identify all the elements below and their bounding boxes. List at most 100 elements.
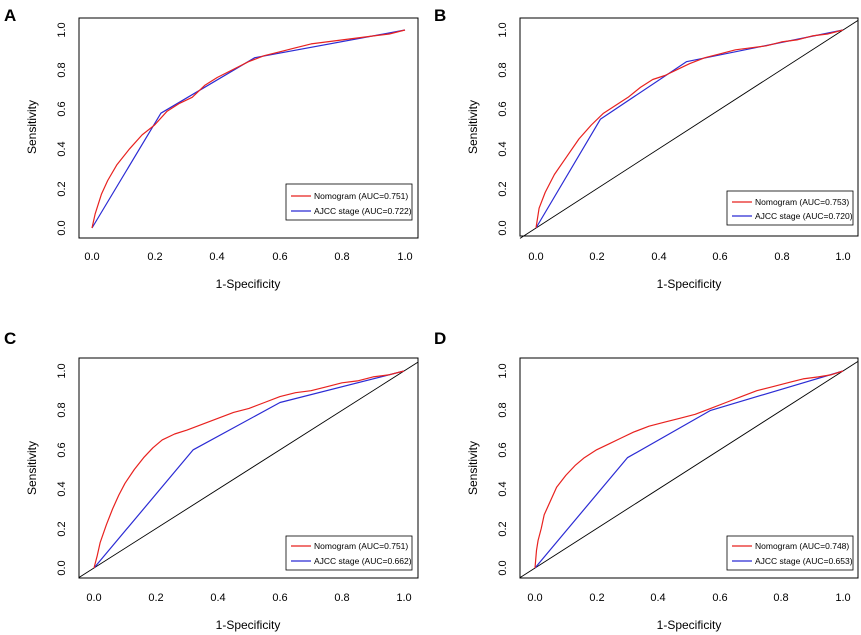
panel-c-letter: C bbox=[4, 329, 16, 348]
panel-c-xtick-2: 0.4 bbox=[210, 592, 225, 604]
panel-a-ajcc-line bbox=[91, 29, 406, 229]
panel-c: C 0.0 0.2 0.4 0.6 0.8 1.0 0.0 0.2 0.4 0.… bbox=[4, 329, 419, 632]
panel-c-nomogram-line bbox=[93, 370, 405, 569]
panel-b-y-ticks: 0.0 0.2 0.4 0.6 0.8 1.0 bbox=[497, 22, 509, 235]
panel-b-xtick-0: 0.0 bbox=[528, 251, 543, 263]
panel-c-diagonal-group bbox=[78, 361, 419, 578]
panel-a-ytick-0: 0.0 bbox=[56, 220, 68, 235]
panel-d-ytick-2: 0.4 bbox=[497, 481, 509, 496]
panel-d-xtick-3: 0.6 bbox=[712, 592, 727, 604]
panel-a-legend-box bbox=[285, 183, 413, 221]
panel-c-ytick-2: 0.4 bbox=[56, 481, 68, 496]
panel-d-legend: Nomogram (AUC=0.748) AJCC stage (AUC=0.6… bbox=[726, 535, 854, 571]
panel-c-ytick-4: 0.8 bbox=[56, 402, 68, 417]
panel-c-ytick-5: 1.0 bbox=[56, 363, 68, 378]
panel-d-diagonal-group bbox=[519, 361, 859, 578]
panel-d-plot-box bbox=[519, 357, 859, 579]
panel-b: B 0.0 0.2 0.4 0.6 0.8 1.0 0.0 0.2 0.4 0.… bbox=[434, 6, 859, 291]
panel-a-xtick-2: 0.4 bbox=[209, 251, 224, 263]
panel-b-ytick-3: 0.6 bbox=[497, 101, 509, 116]
panel-b-nomogram-line bbox=[535, 29, 844, 229]
panel-c-ytick-1: 0.2 bbox=[56, 521, 68, 536]
panel-d-nomogram-line bbox=[534, 370, 844, 569]
panel-b-letter: B bbox=[434, 6, 446, 25]
panel-b-ytick-0: 0.0 bbox=[497, 220, 509, 235]
panel-b-ylabel: Sensitivity bbox=[466, 100, 480, 154]
panel-a-x-ticks: 0.0 0.2 0.4 0.6 0.8 1.0 bbox=[84, 251, 412, 263]
panel-a-legend-ajcc: AJCC stage (AUC=0.722) bbox=[314, 206, 412, 216]
panel-d-ytick-0: 0.0 bbox=[497, 560, 509, 575]
panel-c-y-ticks: 0.0 0.2 0.4 0.6 0.8 1.0 bbox=[56, 363, 68, 575]
panel-c-legend-nomogram: Nomogram (AUC=0.751) bbox=[314, 541, 408, 551]
panel-d-diagonal-line bbox=[519, 361, 859, 578]
panel-b-xtick-1: 0.2 bbox=[589, 251, 604, 263]
panel-d-xtick-5: 1.0 bbox=[835, 592, 850, 604]
panel-c-ajcc-line bbox=[93, 370, 405, 569]
panel-a-ytick-1: 0.2 bbox=[56, 181, 68, 196]
panel-a-series-group bbox=[91, 29, 406, 229]
panel-a-xtick-0: 0.0 bbox=[84, 251, 99, 263]
panel-a-nomogram-line bbox=[91, 29, 406, 229]
panel-a-xtick-1: 0.2 bbox=[147, 251, 162, 263]
panel-d-xtick-1: 0.2 bbox=[589, 592, 604, 604]
panel-a-ytick-4: 0.8 bbox=[56, 62, 68, 77]
panel-b-ytick-1: 0.2 bbox=[497, 181, 509, 196]
panel-c-legend-box bbox=[285, 535, 413, 571]
panel-b-xtick-5: 1.0 bbox=[835, 251, 850, 263]
panel-a-ytick-5: 1.0 bbox=[56, 22, 68, 37]
panel-b-legend-nomogram: Nomogram (AUC=0.753) bbox=[755, 197, 849, 207]
panel-c-legend-ajcc: AJCC stage (AUC=0.662) bbox=[314, 556, 412, 566]
panel-b-ytick-4: 0.8 bbox=[497, 62, 509, 77]
panel-d-x-ticks: 0.0 0.2 0.4 0.6 0.8 1.0 bbox=[527, 592, 850, 604]
panel-a-xtick-5: 1.0 bbox=[397, 251, 412, 263]
panel-c-xtick-5: 1.0 bbox=[396, 592, 411, 604]
panel-b-ytick-5: 1.0 bbox=[497, 22, 509, 37]
panel-a-legend: Nomogram (AUC=0.751) AJCC stage (AUC=0.7… bbox=[285, 183, 413, 221]
panel-b-ytick-2: 0.4 bbox=[497, 141, 509, 156]
panel-b-plot-box bbox=[519, 17, 859, 237]
panel-d-ajcc-line bbox=[534, 370, 844, 569]
panel-a-ytick-3: 0.6 bbox=[56, 101, 68, 116]
panel-d-letter: D bbox=[434, 329, 446, 348]
panel-c-diagonal-line bbox=[78, 361, 419, 578]
panel-a-ylabel: Sensitivity bbox=[25, 100, 39, 154]
panel-d-legend-box bbox=[726, 535, 854, 571]
panel-d-xtick-0: 0.0 bbox=[527, 592, 542, 604]
panel-b-legend-ajcc: AJCC stage (AUC=0.720) bbox=[755, 211, 853, 221]
panel-c-xtick-3: 0.6 bbox=[272, 592, 287, 604]
panel-c-plot-box bbox=[78, 357, 419, 579]
panel-d-ytick-4: 0.8 bbox=[497, 402, 509, 417]
panel-c-ytick-0: 0.0 bbox=[56, 560, 68, 575]
panel-d-y-ticks: 0.0 0.2 0.4 0.6 0.8 1.0 bbox=[497, 363, 509, 575]
panel-a-y-ticks: 0.0 0.2 0.4 0.6 0.8 1.0 bbox=[56, 22, 68, 235]
panel-a-letter: A bbox=[4, 6, 16, 25]
panel-c-ylabel: Sensitivity bbox=[25, 441, 39, 495]
panel-c-x-ticks: 0.0 0.2 0.4 0.6 0.8 1.0 bbox=[86, 592, 411, 604]
panel-c-series-group bbox=[93, 370, 405, 569]
panel-d-legend-nomogram: Nomogram (AUC=0.748) bbox=[755, 541, 849, 551]
panel-b-xtick-2: 0.4 bbox=[651, 251, 666, 263]
panel-a-xtick-3: 0.6 bbox=[272, 251, 287, 263]
panel-a-legend-nomogram: Nomogram (AUC=0.751) bbox=[314, 191, 408, 201]
panel-a-xlabel: 1-Specificity bbox=[216, 277, 281, 291]
panel-c-xtick-4: 0.8 bbox=[334, 592, 349, 604]
panel-d-xtick-2: 0.4 bbox=[650, 592, 665, 604]
panel-c-xlabel: 1-Specificity bbox=[216, 618, 281, 632]
panel-b-xtick-3: 0.6 bbox=[712, 251, 727, 263]
panel-d-series-group bbox=[534, 370, 844, 569]
panel-d-ytick-3: 0.6 bbox=[497, 442, 509, 457]
panel-d-legend-ajcc: AJCC stage (AUC=0.653) bbox=[755, 556, 853, 566]
panel-d-xtick-4: 0.8 bbox=[773, 592, 788, 604]
panel-c-xtick-1: 0.2 bbox=[148, 592, 163, 604]
panel-d-ytick-1: 0.2 bbox=[497, 521, 509, 536]
panel-c-legend: Nomogram (AUC=0.751) AJCC stage (AUC=0.6… bbox=[285, 535, 413, 571]
panel-c-xtick-0: 0.0 bbox=[86, 592, 101, 604]
panel-b-xtick-4: 0.8 bbox=[774, 251, 789, 263]
panel-b-xlabel: 1-Specificity bbox=[657, 277, 722, 291]
panel-b-diagonal-line bbox=[519, 19, 859, 239]
panel-d-ylabel: Sensitivity bbox=[466, 441, 480, 495]
panel-a: A 0.0 0.2 0.4 0.6 0.8 1.0 0.0 0.2 0.4 0.… bbox=[4, 6, 419, 291]
panel-d-ytick-5: 1.0 bbox=[497, 363, 509, 378]
panel-d: D 0.0 0.2 0.4 0.6 0.8 1.0 0.0 0.2 0.4 0.… bbox=[434, 329, 859, 632]
